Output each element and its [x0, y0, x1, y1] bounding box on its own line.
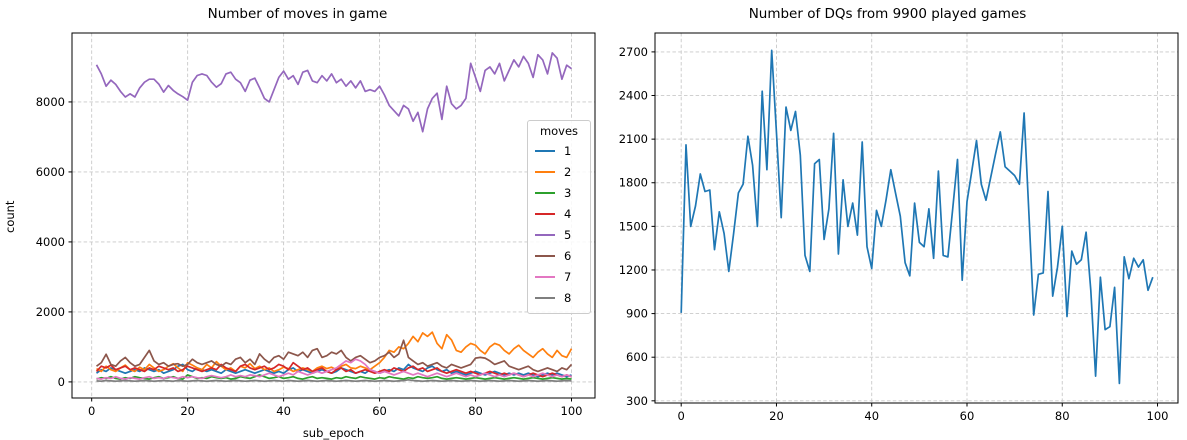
x-tick-label: 0 — [678, 409, 685, 423]
x-tick-label: 60 — [372, 404, 387, 418]
y-tick-label: 2000 — [36, 305, 65, 319]
legend-line-swatch — [535, 170, 555, 173]
y-tick-label: 2400 — [619, 89, 648, 103]
legend-entries: 1 2 3 4 5 6 7 8 — [528, 140, 590, 308]
x-tick-label: 80 — [1055, 409, 1070, 423]
y-tick-label: 8000 — [36, 95, 65, 109]
x-axis-label-sub-epoch: sub_epoch — [302, 426, 365, 440]
y-tick-label: 2700 — [619, 45, 648, 59]
plot-frame — [654, 32, 1179, 404]
figure-moves: Number of moves in game count 0 20 40 60 80 1… — [3, 6, 596, 440]
x-tick-label: 20 — [769, 409, 784, 423]
y-tick-label: 2100 — [619, 132, 648, 146]
legend-moves: moves 1 2 3 4 5 6 7 8 — [527, 120, 591, 314]
y-tick-label: 0 — [58, 375, 65, 389]
chart-title-dqs: Number of DQs from 9900 played games — [748, 6, 1027, 22]
legend-entry-8: 8 — [528, 287, 590, 308]
x-tick-label: 100 — [561, 404, 583, 418]
y-tick-label: 1800 — [619, 176, 648, 190]
legend-entry-2: 2 — [528, 161, 590, 182]
legend-entry-5: 5 — [528, 224, 590, 245]
legend-entry-4: 4 — [528, 203, 590, 224]
x-tick-label: 40 — [864, 409, 879, 423]
legend-line-swatch — [535, 149, 555, 152]
x-tick-label: 100 — [1147, 409, 1169, 423]
legend-entry-7: 7 — [528, 266, 590, 287]
series-line-4 — [95, 361, 572, 378]
legend-line-swatch — [535, 275, 555, 278]
legend-line-swatch — [535, 254, 555, 257]
y-tick-label: 1200 — [619, 263, 648, 277]
x-tick-label: 0 — [88, 404, 95, 418]
series-line-DQs — [680, 49, 1154, 385]
y-tick-label: 4000 — [36, 235, 65, 249]
legend-entry-label: 1 — [564, 143, 572, 158]
y-tick-label: 600 — [626, 350, 648, 364]
plot-frame — [71, 32, 596, 399]
x-tick-label: 20 — [180, 404, 195, 418]
legend-entry-label: 8 — [564, 290, 572, 305]
y-tick-label: 900 — [626, 307, 648, 321]
legend-line-swatch — [535, 191, 555, 194]
legend-entry-label: 6 — [564, 248, 572, 263]
legend-entry-label: 7 — [564, 269, 572, 284]
y-tick-label: 6000 — [36, 165, 65, 179]
x-tick-label: 80 — [468, 404, 483, 418]
series-line-6 — [95, 339, 573, 373]
y-tick-label: 1500 — [619, 219, 648, 233]
dqs-plot-canvas: 0 20 40 60 80 100 300 600 900 1200 1500 1800 2100 240… — [619, 32, 1179, 423]
legend-line-swatch — [535, 212, 555, 215]
figure-dqs: Number of DQs from 9900 played games 0 20… — [600, 0, 1187, 436]
legend-title: moves — [539, 124, 579, 138]
legend-entry-1: 1 — [528, 140, 590, 161]
legend-entry-label: 3 — [564, 185, 572, 200]
series-line-5 — [95, 52, 573, 133]
series-line-8 — [96, 378, 572, 383]
y-tick-label: 300 — [626, 394, 648, 408]
legend-entry-6: 6 — [528, 245, 590, 266]
legend-entry-label: 2 — [564, 164, 572, 179]
legend-entry-3: 3 — [528, 182, 590, 203]
legend-line-swatch — [535, 296, 555, 299]
legend-entry-label: 4 — [564, 206, 572, 221]
chart-title-moves: Number of moves in game — [207, 6, 388, 22]
series-line-7 — [96, 358, 572, 380]
legend-entry-label: 5 — [564, 227, 572, 242]
moves-plot-canvas: 0 20 40 60 80 100 0 2000 4000 6000 8000 — [36, 32, 596, 418]
x-tick-label: 40 — [276, 404, 291, 418]
x-tick-label: 60 — [960, 409, 975, 423]
legend-line-swatch — [535, 233, 555, 236]
